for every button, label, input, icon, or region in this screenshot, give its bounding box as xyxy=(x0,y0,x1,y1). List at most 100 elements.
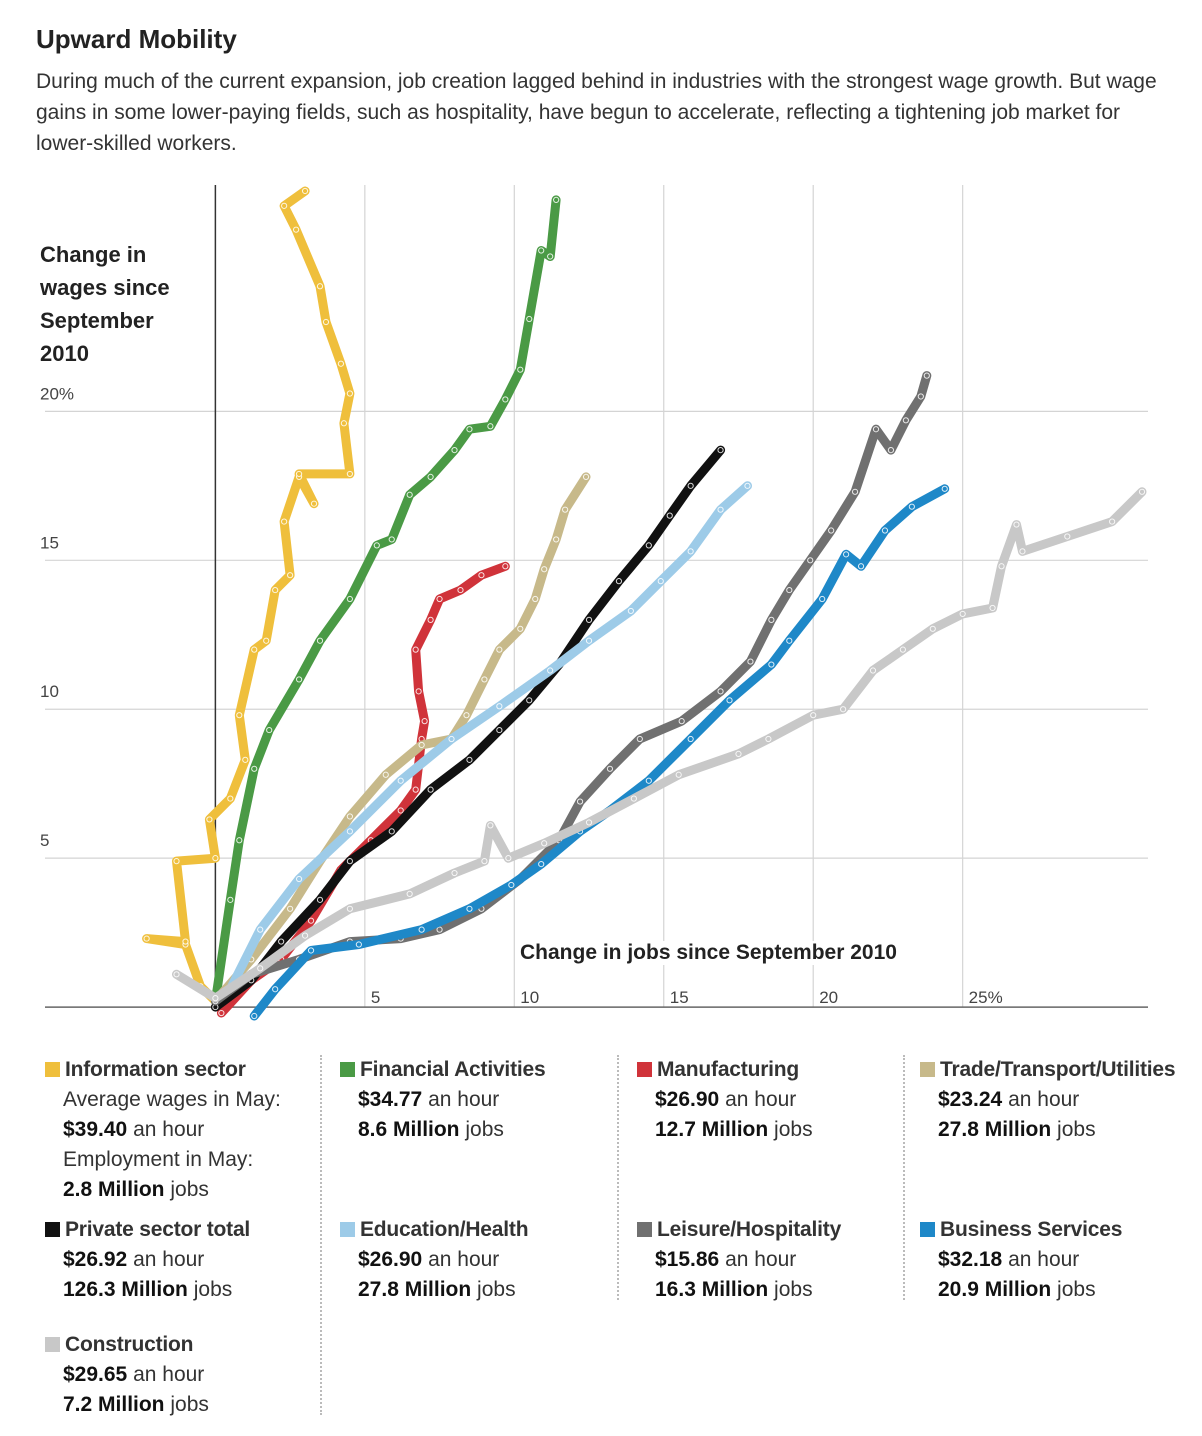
jobs-caption: Employment in May: xyxy=(63,1148,254,1171)
grid: 5 10 15 20% 5 10 15 20 25% xyxy=(40,185,1148,1008)
data-point xyxy=(585,616,593,623)
data-point xyxy=(373,542,380,549)
jobs-value: 12.7 Million xyxy=(655,1118,769,1141)
data-point xyxy=(212,855,219,862)
data-point xyxy=(989,604,996,612)
legend-body: $29.65 an hour 7.2 Million jobs xyxy=(45,1360,209,1420)
legend-body: $26.92 an hour 126.3 Million jobs xyxy=(45,1245,250,1305)
legend-header: Manufacturing xyxy=(637,1055,813,1085)
data-point xyxy=(717,446,724,454)
wage-unit: an hour xyxy=(133,1363,205,1386)
data-point xyxy=(212,995,219,1002)
data-point xyxy=(307,917,315,924)
data-point xyxy=(487,822,494,829)
wage-line: $32.18 an hour xyxy=(938,1245,1122,1275)
data-point xyxy=(427,786,434,793)
legend-item: Manufacturing $26.90 an hour 12.7 Million … xyxy=(637,1055,813,1145)
data-point xyxy=(717,688,724,695)
legend-swatch xyxy=(637,1222,652,1237)
data-point xyxy=(427,616,434,623)
data-point xyxy=(478,572,485,579)
legend-label: Financial Activities xyxy=(360,1058,546,1081)
data-point xyxy=(415,688,422,695)
legend-header: Trade/Transport/Utilities xyxy=(920,1055,1176,1085)
legend-swatch xyxy=(340,1222,355,1237)
wage-value: $29.65 xyxy=(63,1363,128,1386)
data-point xyxy=(747,658,754,665)
data-point xyxy=(316,283,324,290)
legend-swatch xyxy=(637,1062,652,1077)
x-tick-label: 15 xyxy=(670,988,689,1007)
data-point xyxy=(532,595,539,603)
data-point xyxy=(346,905,353,912)
data-point xyxy=(173,971,180,978)
wage-line: $29.65 an hour xyxy=(63,1360,209,1390)
data-point xyxy=(272,586,279,594)
series xyxy=(249,484,950,1021)
data-point xyxy=(1013,521,1020,528)
data-point xyxy=(615,578,623,585)
legend-label: Construction xyxy=(65,1333,194,1356)
wage-unit: an hour xyxy=(725,1088,797,1111)
x-tick-label: 10 xyxy=(520,988,539,1007)
data-point xyxy=(346,595,353,603)
data-point xyxy=(562,506,569,513)
legend-swatch xyxy=(45,1222,60,1237)
data-point xyxy=(726,697,733,704)
data-point xyxy=(959,610,966,618)
legend-label: Trade/Transport/Utilities xyxy=(940,1058,1176,1081)
data-point xyxy=(840,706,847,713)
data-point xyxy=(675,771,682,778)
legend-header: Financial Activities xyxy=(340,1055,546,1085)
wage-value: $32.18 xyxy=(938,1248,1003,1271)
data-point xyxy=(287,572,294,579)
legend-body: Average wages in May: $39.40 an hour Emplo… xyxy=(45,1085,281,1205)
data-point xyxy=(553,536,560,543)
data-point xyxy=(397,777,404,784)
legend-body: $34.77 an hour 8.6 Million jobs xyxy=(340,1085,545,1145)
jobs-unit: jobs xyxy=(774,1118,813,1141)
jobs-line: 126.3 Million jobs xyxy=(63,1275,250,1305)
legend-swatch xyxy=(920,1062,935,1077)
data-point xyxy=(182,938,189,945)
data-point xyxy=(436,595,443,603)
legend-swatch xyxy=(920,1222,935,1237)
data-point xyxy=(819,595,826,603)
wage-line: $26.90 an hour xyxy=(358,1245,528,1275)
legend-body: $23.24 an hour 27.8 Million jobs xyxy=(920,1085,1175,1145)
data-point xyxy=(406,890,413,898)
data-point xyxy=(463,712,470,719)
legend-separator xyxy=(320,1055,322,1415)
data-point xyxy=(627,607,634,615)
data-point xyxy=(251,646,258,653)
wage-line: $23.24 an hour xyxy=(938,1085,1175,1115)
wage-value: $26.90 xyxy=(358,1248,423,1271)
wage-line: $26.92 an hour xyxy=(63,1245,250,1275)
data-point xyxy=(517,625,524,632)
data-point xyxy=(869,667,877,674)
data-point xyxy=(421,718,428,725)
data-point xyxy=(457,586,464,594)
data-point xyxy=(517,366,524,373)
data-point xyxy=(227,795,234,802)
data-point xyxy=(526,315,533,323)
data-point xyxy=(687,735,694,743)
jobs-value: 8.6 Million xyxy=(358,1118,460,1141)
data-point xyxy=(807,557,814,564)
data-point xyxy=(346,470,353,478)
data-point xyxy=(908,503,915,510)
legend-header: Business Services xyxy=(920,1215,1122,1245)
wage-unit: an hour xyxy=(1008,1248,1080,1271)
data-point xyxy=(487,423,494,430)
wage-unit: an hour xyxy=(133,1118,205,1141)
data-point xyxy=(310,500,318,507)
jobs-unit: jobs xyxy=(774,1278,813,1301)
data-point xyxy=(502,396,509,403)
data-point xyxy=(526,697,533,704)
legend-swatch xyxy=(45,1062,60,1077)
data-point xyxy=(206,816,213,823)
wage-line: $26.90 an hour xyxy=(655,1085,813,1115)
jobs-value: 126.3 Million xyxy=(63,1278,188,1301)
data-point xyxy=(687,548,694,555)
data-point xyxy=(941,485,948,492)
